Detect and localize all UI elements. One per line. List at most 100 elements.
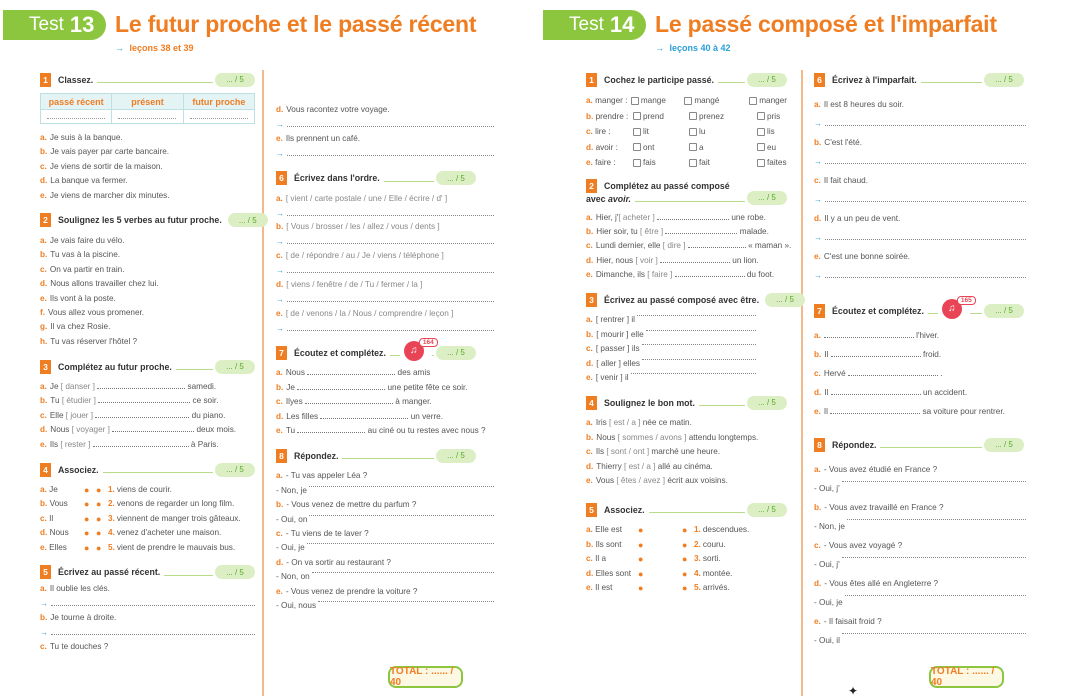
exercise-2-items[interactable]: a. Je vais faire du vélo. b. Tu vas à la p… [40, 234, 255, 349]
response-line[interactable]: - Non, je [276, 484, 494, 498]
checkbox[interactable] [633, 143, 641, 152]
match-dot-icon[interactable]: ● [638, 568, 644, 579]
blank-field[interactable] [823, 330, 914, 338]
checkbox-option[interactable]: mange [630, 96, 684, 105]
list-item[interactable]: f. Vous allez vous promener. [40, 307, 145, 317]
checkbox[interactable] [684, 96, 693, 105]
checkbox[interactable] [633, 112, 641, 121]
checkbox[interactable] [689, 143, 697, 152]
checkbox-option[interactable]: manger [749, 96, 787, 105]
match-dot-icon[interactable]: ● [682, 525, 688, 536]
response-line[interactable]: - Non, je [814, 517, 1026, 536]
blank-field[interactable] [830, 349, 921, 357]
checkbox-option[interactable]: ont [633, 143, 689, 152]
match-dot-icon[interactable]: ● [638, 554, 644, 565]
score-badge[interactable]: ... / 5 [227, 213, 268, 228]
match-dot-icon[interactable]: ● [96, 499, 102, 510]
match-dot-icon[interactable]: ● [96, 528, 102, 539]
response-line[interactable]: - Oui, on [276, 513, 494, 527]
answer-line[interactable]: → [276, 235, 494, 249]
checkbox-option[interactable]: faites [757, 158, 787, 167]
answer-line[interactable]: → [276, 264, 494, 278]
score-badge[interactable]: ... / 5 [747, 72, 787, 87]
score-badge[interactable]: ... / 5 [436, 448, 476, 463]
match-dot-icon[interactable]: ● [682, 539, 688, 550]
score-badge[interactable]: ... / 5 [215, 565, 255, 580]
score-badge[interactable]: ... / 5 [215, 72, 255, 87]
score-badge[interactable]: ... / 5 [984, 303, 1024, 318]
match-dot-icon[interactable]: ● [638, 582, 644, 593]
checkbox[interactable] [630, 96, 639, 105]
score-badge[interactable]: ... / 5 [215, 462, 255, 477]
answer-cell[interactable] [39, 109, 113, 124]
score-badge[interactable]: ... / 5 [984, 72, 1024, 87]
answer-line[interactable]: → [814, 190, 1026, 209]
blank-field[interactable] [97, 381, 186, 390]
list-item[interactable]: c. On va partir en train. [40, 264, 125, 274]
answer-line[interactable]: → [814, 114, 1026, 133]
response-line[interactable]: - Non, on [276, 570, 494, 584]
answer-line[interactable]: → [814, 266, 1026, 285]
checkbox-option[interactable]: fait [689, 158, 757, 167]
checkbox[interactable] [689, 127, 697, 136]
match-dot-icon[interactable]: ● [638, 539, 644, 550]
response-line[interactable]: - Oui, je [814, 593, 1026, 612]
blank-field[interactable] [297, 382, 386, 390]
list-item[interactable]: d. Nous allons travailler chez lui. [40, 279, 159, 289]
response-line[interactable]: - Oui, j' [814, 555, 1026, 574]
blank-field[interactable] [307, 367, 396, 376]
answer-line[interactable]: → [276, 206, 494, 220]
total-score-box[interactable]: TOTAL : ...... / 40 [929, 666, 1004, 688]
checkbox-option[interactable]: mangé [684, 96, 749, 105]
answer-line[interactable]: → [276, 292, 494, 306]
match-dot-icon[interactable]: ● [84, 513, 90, 524]
match-dot-icon[interactable]: ● [96, 485, 102, 496]
blank-field[interactable] [95, 410, 190, 418]
match-dot-icon[interactable]: ● [84, 499, 90, 510]
checkbox-option[interactable]: prenez [689, 112, 757, 121]
answer-line[interactable]: → [814, 152, 1026, 171]
fill-item[interactable]: e.[ venir ] il [586, 371, 756, 385]
blank-field[interactable] [665, 226, 738, 234]
checkbox[interactable] [749, 96, 758, 105]
blank-field[interactable] [660, 255, 731, 263]
choice-item[interactable]: e. Vous [ êtes / avez ] écrit aux voisins… [586, 475, 728, 485]
blank-field[interactable] [112, 424, 195, 433]
blank-field[interactable] [687, 240, 746, 249]
match-dot-icon[interactable]: ● [682, 568, 688, 579]
response-line[interactable]: - Oui, je [276, 541, 494, 555]
checkbox[interactable] [757, 127, 765, 136]
score-badge[interactable]: ... / 5 [215, 359, 255, 374]
match-dot-icon[interactable]: ● [84, 528, 90, 539]
list-item[interactable]: b. Tu vas à la piscine. [40, 250, 121, 260]
list-item[interactable]: h. Tu vas réserver l'hôtel ? [40, 336, 138, 346]
blank-field[interactable] [674, 269, 745, 278]
checkbox[interactable] [757, 112, 765, 121]
match-dot-icon[interactable]: ● [682, 554, 688, 565]
match-dot-icon[interactable]: ● [638, 525, 644, 536]
fill-item[interactable]: c.[ passer ] ils [586, 342, 756, 356]
answer-cell[interactable] [182, 109, 256, 124]
answer-line[interactable]: → [40, 596, 255, 610]
match-dot-icon[interactable]: ● [96, 513, 102, 524]
checkbox-option[interactable]: lit [633, 127, 689, 136]
answer-line[interactable]: → [276, 117, 494, 131]
checkbox-option[interactable]: eu [757, 143, 776, 152]
answer-line[interactable]: → [276, 146, 494, 160]
choice-item[interactable]: c. Ils [ sont / ont ] marché une heure. [586, 447, 721, 457]
audio-track[interactable]: ♫ 165 [941, 295, 976, 321]
blank-field[interactable] [657, 212, 730, 220]
blank-field[interactable] [830, 406, 921, 414]
blank-field[interactable] [830, 387, 921, 395]
blank-field[interactable] [297, 425, 366, 434]
checkbox[interactable] [757, 143, 765, 152]
score-badge[interactable]: ... / 5 [765, 292, 806, 307]
score-badge[interactable]: ... / 5 [984, 437, 1024, 452]
choice-item[interactable]: b. Nous [ sommes / avons ] attendu longte… [586, 432, 759, 442]
checkbox-option[interactable]: prend [633, 112, 689, 121]
checkbox[interactable] [689, 112, 697, 121]
blank-field[interactable] [320, 411, 409, 419]
answer-cell[interactable] [111, 109, 184, 124]
list-item[interactable]: a. Je vais faire du vélo. [40, 235, 125, 245]
score-badge[interactable]: ... / 5 [747, 395, 787, 410]
